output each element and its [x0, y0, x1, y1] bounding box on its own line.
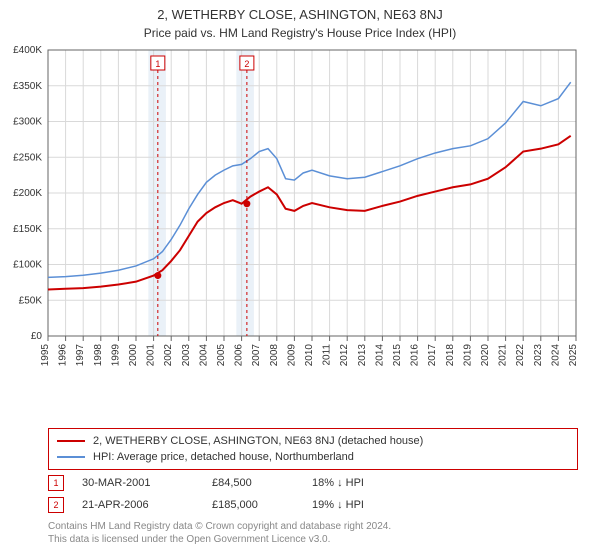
x-tick-label: 2013: [357, 344, 368, 367]
sales-row: 1 30-MAR-2001£84,50018% ↓ HPI: [48, 472, 578, 494]
x-tick-label: 2000: [128, 344, 139, 367]
legend-swatch: [57, 440, 85, 442]
sale-date: 30-MAR-2001: [82, 477, 212, 489]
x-tick-label: 2005: [216, 344, 227, 367]
footer-line: This data is licensed under the Open Gov…: [48, 533, 578, 546]
x-tick-label: 2023: [533, 344, 544, 367]
legend: 2, WETHERBY CLOSE, ASHINGTON, NE63 8NJ (…: [48, 428, 578, 470]
y-tick-label: £350K: [13, 81, 42, 92]
x-tick-label: 2014: [374, 344, 385, 367]
legend-item: HPI: Average price, detached house, Nort…: [57, 449, 569, 465]
x-tick-label: 2017: [427, 344, 438, 367]
x-tick-label: 2018: [445, 344, 456, 367]
x-tick-label: 2015: [392, 344, 403, 367]
x-tick-label: 2004: [198, 344, 209, 367]
attribution-footer: Contains HM Land Registry data © Crown c…: [48, 520, 578, 546]
legend-label: HPI: Average price, detached house, Nort…: [93, 451, 354, 463]
x-tick-label: 2008: [269, 344, 280, 367]
x-tick-label: 2001: [146, 344, 157, 367]
sale-date: 21-APR-2006: [82, 499, 212, 511]
x-tick-label: 2025: [568, 344, 579, 367]
y-tick-label: £0: [31, 331, 43, 342]
sales-table: 1 30-MAR-2001£84,50018% ↓ HPI 2 21-APR-2006…: [48, 472, 578, 516]
sales-row: 2 21-APR-2006£185,00019% ↓ HPI: [48, 494, 578, 516]
sale-price: £84,500: [212, 477, 312, 489]
sale-hpi-diff: 19% ↓ HPI: [312, 499, 432, 511]
x-tick-label: 2002: [163, 344, 174, 367]
legend-label: 2, WETHERBY CLOSE, ASHINGTON, NE63 8NJ (…: [93, 435, 423, 447]
sale-hpi-diff: 18% ↓ HPI: [312, 477, 432, 489]
x-tick-label: 2016: [410, 344, 421, 367]
y-tick-label: £150K: [13, 224, 42, 235]
sale-marker-ref: 2: [48, 497, 64, 513]
x-tick-label: 2024: [550, 344, 561, 367]
x-tick-label: 2020: [480, 344, 491, 367]
x-tick-label: 1995: [40, 344, 51, 367]
sale-marker-ref: 1: [48, 475, 64, 491]
legend-swatch: [57, 456, 85, 458]
x-tick-label: 1996: [58, 344, 69, 367]
x-tick-label: 2021: [498, 344, 509, 367]
y-tick-label: £200K: [13, 188, 42, 199]
y-tick-label: £100K: [13, 260, 42, 271]
price-chart: £0£50K£100K£150K£200K£250K£300K£350K£400…: [48, 50, 578, 380]
x-tick-label: 1999: [110, 344, 121, 367]
y-tick-label: £300K: [13, 117, 42, 128]
x-tick-label: 1997: [75, 344, 86, 367]
x-tick-label: 2022: [515, 344, 526, 367]
x-tick-label: 2012: [339, 344, 350, 367]
x-tick-label: 2006: [234, 344, 245, 367]
footer-line: Contains HM Land Registry data © Crown c…: [48, 520, 578, 533]
x-tick-label: 1998: [93, 344, 104, 367]
x-tick-label: 2011: [322, 344, 333, 366]
chart-title: 2, WETHERBY CLOSE, ASHINGTON, NE63 8NJ: [0, 0, 600, 24]
sale-price: £185,000: [212, 499, 312, 511]
chart-subtitle: Price paid vs. HM Land Registry's House …: [0, 24, 600, 44]
sale-marker-label: 2: [244, 59, 249, 69]
x-tick-label: 2007: [251, 344, 262, 367]
x-tick-label: 2003: [181, 344, 192, 367]
y-tick-label: £250K: [13, 152, 42, 163]
x-tick-label: 2019: [462, 344, 473, 367]
y-tick-label: £50K: [19, 295, 43, 306]
x-tick-label: 2009: [286, 344, 297, 367]
x-tick-label: 2010: [304, 344, 315, 367]
sale-marker-label: 1: [155, 59, 160, 69]
legend-item: 2, WETHERBY CLOSE, ASHINGTON, NE63 8NJ (…: [57, 433, 569, 449]
y-tick-label: £400K: [13, 45, 42, 56]
